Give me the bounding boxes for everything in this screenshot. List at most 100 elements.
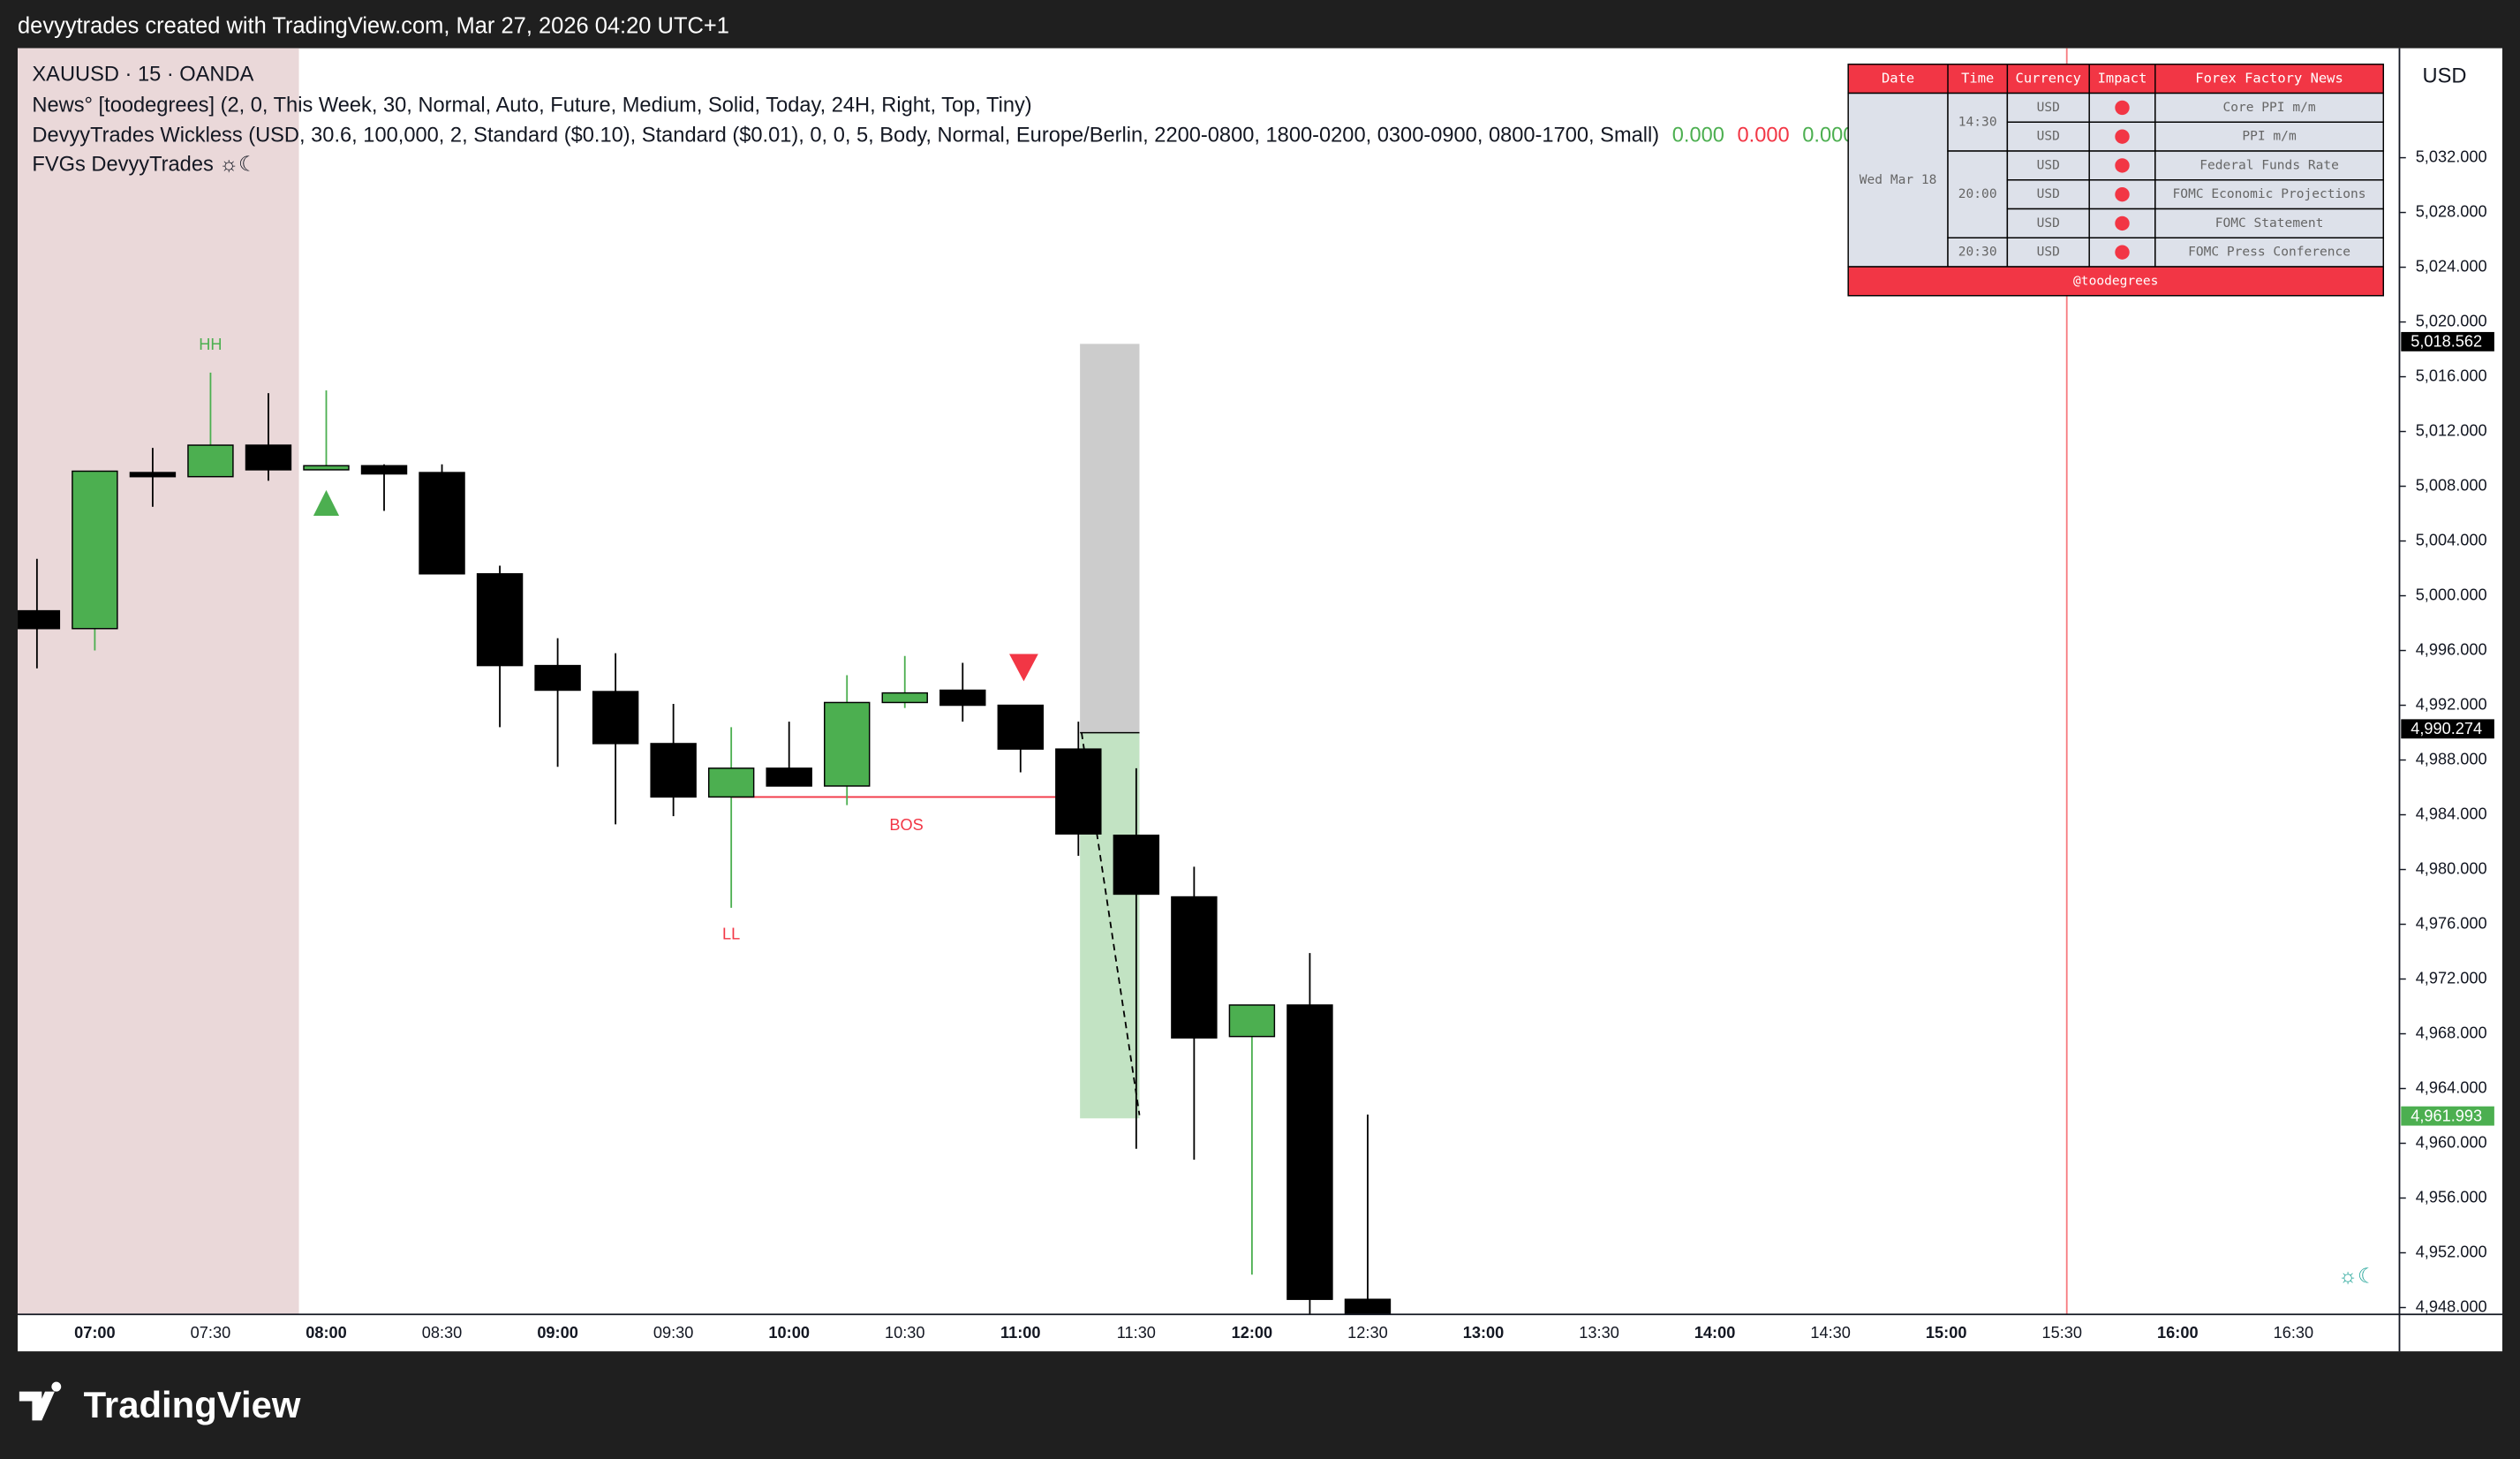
risk-box — [1080, 344, 1140, 733]
table-news: FOMC Press Conference — [2188, 245, 2350, 260]
table-cell — [2154, 150, 2385, 181]
candle-body — [245, 444, 292, 471]
price-label: 4,961.993 — [2411, 1107, 2482, 1124]
logo: TradingView — [19, 1381, 301, 1425]
table-header: Forex Factory News — [2195, 71, 2343, 87]
candle-body — [1113, 835, 1160, 896]
legend-text: DevyyTrades Wickless (USD, 30.6, 100,000… — [32, 125, 1659, 147]
candle-body — [592, 691, 639, 745]
indicator-value: 0.000 — [1672, 125, 1724, 147]
table-header: Date — [1882, 71, 1914, 87]
bos-label: BOS — [889, 816, 923, 834]
bull-signal — [313, 489, 340, 517]
table-header-bg — [1847, 64, 2385, 94]
candle-body — [187, 444, 234, 478]
x-tick-label: 11:00 — [1000, 1324, 1041, 1342]
x-tick-label: 10:30 — [885, 1324, 925, 1342]
y-tick-label: 4,960.000 — [2416, 1133, 2487, 1151]
table-header: Impact — [2098, 71, 2147, 87]
x-tick-label: 14:30 — [1810, 1324, 1851, 1342]
y-tick-label: 4,992.000 — [2416, 695, 2487, 713]
y-tick-label: 5,004.000 — [2416, 531, 2487, 548]
candle-body — [766, 767, 812, 787]
candle-body — [1286, 1004, 1333, 1300]
x-tick-label: 08:00 — [306, 1324, 347, 1342]
x-tick-label: 13:30 — [1579, 1324, 1619, 1342]
y-tick-label: 4,948.000 — [2416, 1297, 2487, 1315]
y-tick-label: 4,988.000 — [2416, 750, 2487, 767]
y-tick-label: 4,968.000 — [2416, 1024, 2487, 1041]
brand: TradingView — [84, 1384, 301, 1425]
currency: USD — [2422, 65, 2466, 88]
price-label: 4,990.274 — [2411, 720, 2482, 737]
x-tick-label: 12:30 — [1347, 1324, 1388, 1342]
price-label: 5,018.562 — [2411, 333, 2482, 351]
candle-body — [303, 465, 350, 471]
table-currency: USD — [2037, 157, 2060, 172]
candle-body — [419, 472, 465, 575]
impact-dot — [2115, 186, 2130, 202]
candle-body — [1055, 748, 1102, 835]
y-tick-label: 5,000.000 — [2416, 586, 2487, 603]
table-cell — [2154, 121, 2385, 152]
candle-body — [707, 767, 755, 798]
table-currency: USD — [2037, 100, 2060, 115]
news-table: Date Time Currency Impact Forex Factory News… — [1847, 64, 2385, 297]
y-tick-label: 5,020.000 — [2416, 312, 2487, 329]
y-tick-label: 4,984.000 — [2416, 805, 2487, 822]
x-tick-label: 09:00 — [537, 1324, 578, 1342]
table-cell — [2006, 121, 2090, 152]
table-news: PPI m/m — [2242, 129, 2297, 144]
date-cell — [1847, 92, 1949, 268]
x-tick-label: 10:00 — [768, 1324, 810, 1342]
table-header: Time — [1961, 71, 1994, 87]
candle-body — [824, 701, 871, 787]
x-tick-label: 11:30 — [1117, 1324, 1156, 1342]
table-news: Federal Funds Rate — [2199, 157, 2339, 172]
axes: 4,948.000 4,952.000 4,956.000 4,960.000 4,96… — [74, 147, 2494, 1342]
table-time: 20:30 — [1958, 245, 1997, 260]
table-news: Core PPI m/m — [2222, 100, 2315, 115]
x-tick-label: 13:00 — [1463, 1324, 1505, 1342]
candle-body — [129, 472, 177, 478]
table-time: 20:00 — [1958, 186, 1997, 201]
table-cell — [2006, 208, 2090, 238]
y-tick-label: 4,964.000 — [2416, 1078, 2487, 1096]
table-footer-bg — [1847, 266, 2385, 297]
legend-line: News° [toodegrees] (2, 0, This Week, 30,… — [32, 94, 1031, 117]
indicator-value: 0.000 — [1802, 125, 1854, 147]
hh-label: HH — [199, 336, 222, 353]
x-tick-label: 14:00 — [1694, 1324, 1736, 1342]
indicator-icon: ☼☾ — [2338, 1266, 2376, 1289]
y-tick-label: 4,972.000 — [2416, 969, 2487, 987]
currency-box — [2401, 49, 2501, 105]
x-tick-label: 12:00 — [1232, 1324, 1273, 1342]
table-currency: USD — [2037, 215, 2060, 231]
candle-body — [650, 743, 697, 798]
y-tick-label: 4,996.000 — [2416, 640, 2487, 658]
table-currency: USD — [2037, 245, 2060, 260]
table-currency: USD — [2037, 129, 2060, 144]
candle-body — [476, 573, 524, 667]
candles — [18, 372, 1392, 1315]
y-tick-label: 4,980.000 — [2416, 859, 2487, 877]
y-tick-label: 4,976.000 — [2416, 914, 2487, 932]
x-tick-label: 16:00 — [2157, 1324, 2199, 1342]
candle-body — [1228, 1004, 1276, 1038]
x-tick-label: 07:00 — [74, 1324, 116, 1342]
candle-body — [939, 689, 986, 707]
table-footer: @toodegrees — [2073, 273, 2158, 288]
projection-line — [1081, 732, 1141, 1115]
y-tick-label: 5,008.000 — [2416, 476, 2487, 494]
session-zone — [18, 48, 299, 1315]
candle-body — [18, 609, 61, 630]
impact-dot — [2115, 158, 2130, 173]
legend-line: XAUUSD · 15 · OANDA — [32, 64, 253, 87]
candle-body — [360, 465, 408, 475]
table-cell — [2006, 92, 2090, 124]
table-header: Currency — [2016, 71, 2081, 87]
x-tick-label: 15:30 — [2041, 1324, 2082, 1342]
time-cell — [1947, 92, 2009, 152]
x-tick-label: 07:30 — [191, 1324, 231, 1342]
table-time: 14:30 — [1958, 114, 1997, 129]
